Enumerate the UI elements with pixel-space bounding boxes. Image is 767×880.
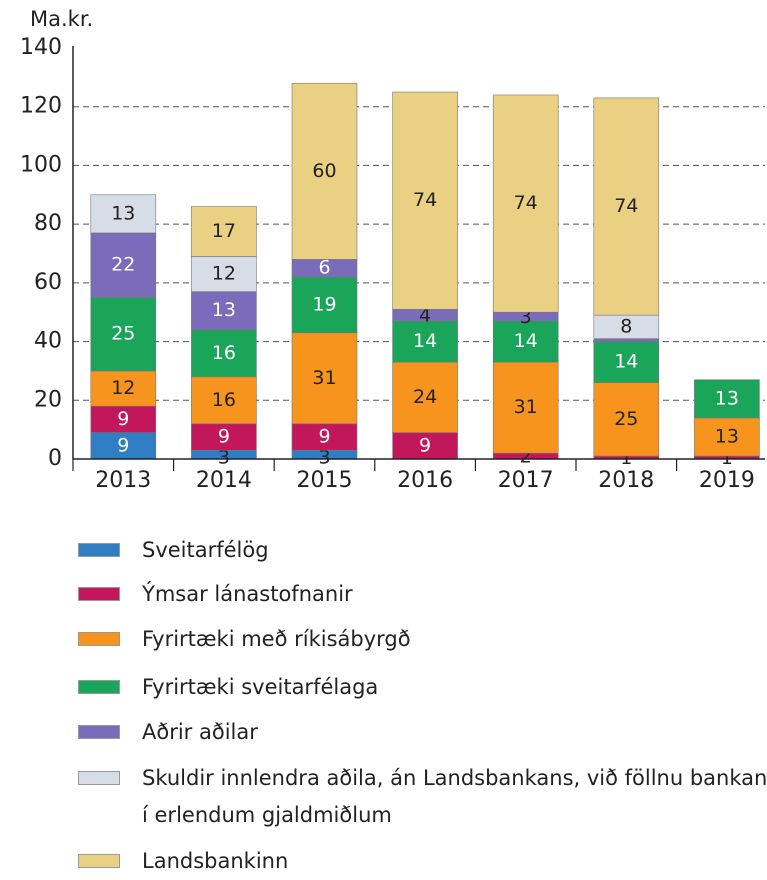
bar-segment [191,376,257,425]
y-axis-label: Ma.kr. [30,7,93,31]
bar-segment [291,82,358,260]
legend-label: Ýmsar lánastofnanir [142,582,353,606]
legend-label: Sveitarfélög [142,538,269,562]
bar-segment [291,423,358,451]
x-tick-label: 2018 [598,468,654,493]
data-label: 17 [212,220,236,242]
data-label: 74 [514,192,538,214]
data-label: 19 [312,293,336,315]
legend-item: Aðrir aðilar [78,714,767,751]
legend-item: Fyrirtæki sveitarfélaga [78,669,767,706]
bar-segment [90,405,157,433]
x-tick-label: 2013 [95,468,151,493]
y-tick-label: 120 [20,94,62,119]
x-tick-label: 2016 [397,468,453,493]
data-label: 8 [620,315,632,337]
legend-swatch [78,725,120,739]
bar-segment [392,320,458,363]
x-tick-label: 2019 [699,468,755,493]
data-label: 24 [413,386,437,408]
data-label: 12 [111,377,135,399]
legend-item: Skuldir innlendra aðila, án Landsbankans… [78,760,767,834]
data-label: 74 [413,189,437,211]
legend-swatch [78,680,120,694]
y-tick-label: 140 [20,35,62,60]
data-label: 13 [111,202,135,224]
data-label: 16 [212,342,236,364]
chart: Ma.kr. 0 20 40 60 80 100 120 140 9 9 12 25 22 13 2013 3… [20,7,765,493]
data-label: 31 [312,367,336,389]
data-label: 14 [514,330,538,352]
data-label: 4 [419,305,431,327]
data-label: 13 [212,299,236,321]
data-label: 9 [117,408,129,430]
legend-item: Landsbankinn [78,843,767,880]
bar-segment [593,338,660,342]
bar-segment [492,94,559,313]
y-tick-label: 0 [48,446,62,471]
y-tick-label: 40 [34,329,62,354]
legend-label: Aðrir aðilar [142,720,258,744]
bar-segment [593,97,660,316]
data-label: 22 [111,254,135,276]
data-label: 9 [419,434,431,456]
data-label: 60 [312,160,336,182]
data-label: 31 [514,396,538,418]
data-label: 12 [212,263,236,285]
y-tick-label: 20 [34,387,62,412]
legend-label: Fyrirtæki með ríkisábyrgð [142,627,411,651]
legend-item: Ýmsar lánastofnanir [78,576,767,613]
bar-segment [191,206,257,257]
bar-segment [492,320,559,363]
y-tick-label: 100 [20,152,62,177]
data-label: 13 [715,425,739,447]
legend-swatch [78,632,120,646]
legend-label: Fyrirtæki sveitarfélaga [142,675,379,699]
bar-segment [694,379,760,419]
legend-item: Fyrirtæki með ríkisábyrgð [78,621,767,658]
y-tick-label: 60 [34,270,62,295]
bar-segment [291,276,358,334]
x-tick-label: 2015 [297,468,353,493]
data-label: 3 [318,447,330,469]
data-label: 3 [218,447,230,469]
data-label: 14 [413,330,437,352]
legend-label: Landsbankinn [142,849,289,873]
bar-segment [694,417,760,457]
data-label: 16 [212,389,236,411]
y-tick-label: 80 [34,211,62,236]
legend-swatch [78,543,120,557]
legend-swatch [78,587,120,601]
data-label: 6 [318,257,330,279]
legend-swatch [78,854,120,868]
legend-item: Sveitarfélög [78,532,767,569]
data-label: 25 [111,323,135,345]
legend-label: Skuldir innlendra aðila, án Landsbankans… [142,766,767,827]
data-label: 14 [614,351,638,373]
data-label: 9 [318,425,330,447]
bar-segment [392,91,458,310]
bar-segment [90,194,157,234]
bar-segment [593,341,660,383]
legend-swatch [78,771,120,785]
bar-segment [291,332,358,425]
data-label: 74 [614,195,638,217]
bar-segment [392,432,458,460]
data-label: 13 [715,387,739,409]
bar-segment [191,291,257,331]
data-label: 9 [117,434,129,456]
bar-segment [191,256,257,292]
bar-segment [492,361,559,454]
bar-segment [191,423,257,451]
x-tick-label: 2014 [196,468,252,493]
x-tick-label: 2017 [498,468,554,493]
bar-segment [392,361,458,433]
data-label: 9 [218,425,230,447]
data-label: 25 [614,408,638,430]
bar-segment [90,432,157,460]
